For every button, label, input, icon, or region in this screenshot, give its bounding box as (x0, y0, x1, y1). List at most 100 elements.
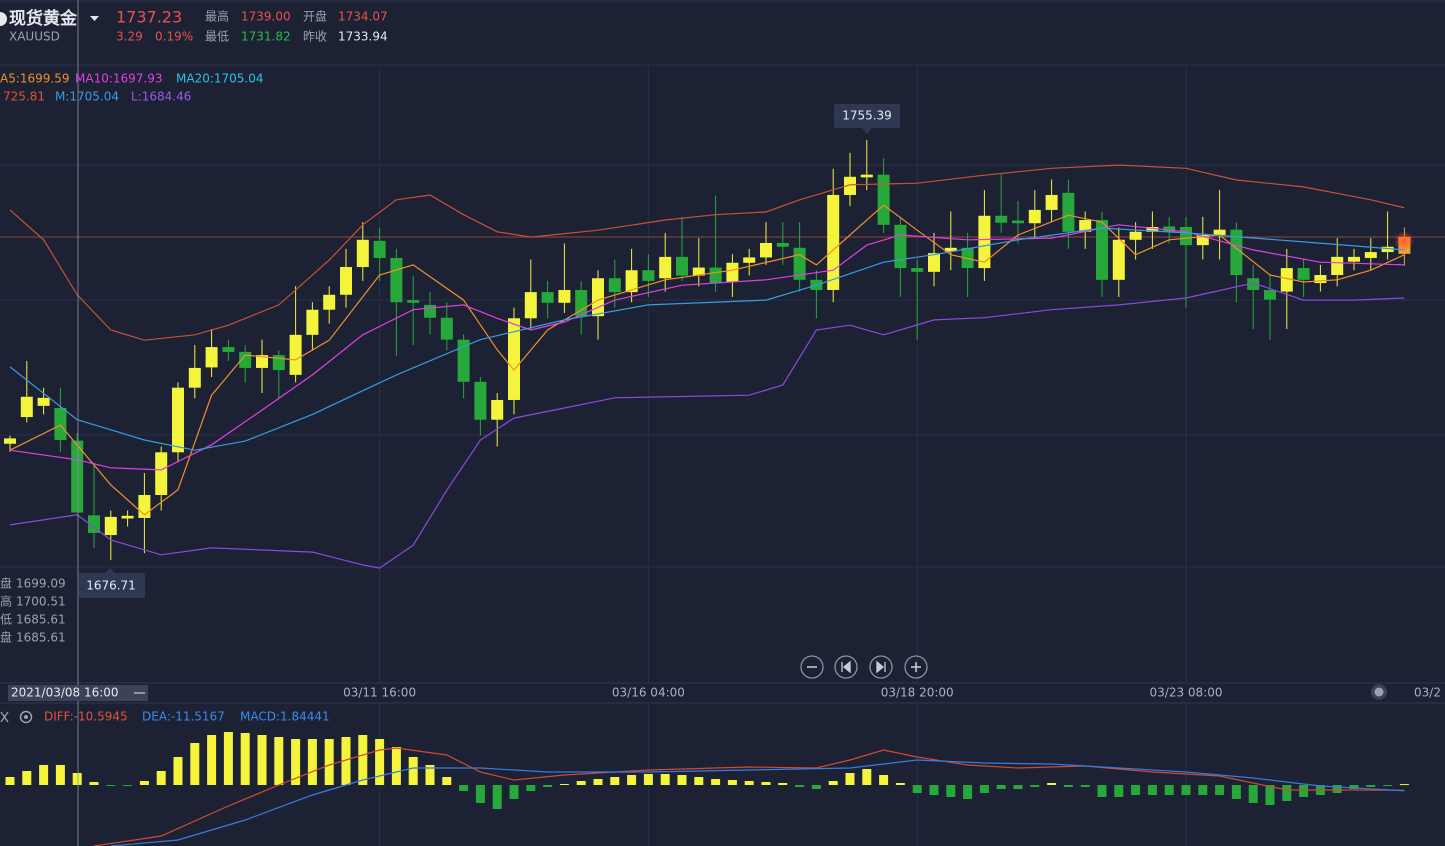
macd-bar (173, 757, 183, 785)
candle-body (1264, 289, 1276, 300)
indicator-legend: DIFF:-10.5945 (44, 710, 128, 724)
crosshair-field: 高 (0, 594, 12, 609)
crosshair-field: 盘 (0, 630, 12, 645)
price-change-pct: 0.19% (155, 30, 193, 44)
candle-body (625, 270, 638, 293)
indicator-line (9, 224, 1405, 471)
macd-bar (744, 781, 754, 785)
candle-body (928, 253, 940, 272)
crosshair-label: 2021/03/08 16:00 (11, 686, 119, 700)
candle-body (1314, 275, 1327, 284)
dropdown-arrow[interactable] (90, 16, 99, 21)
crosshair-field: 低 (0, 613, 12, 627)
macd-bar (795, 785, 805, 787)
macd-bar (492, 785, 502, 809)
macd-bar (643, 774, 653, 785)
candle-body (491, 399, 504, 420)
candle-body (1247, 278, 1260, 290)
macd-bar (55, 765, 65, 785)
candle-body (659, 256, 672, 279)
macd-bar (1181, 785, 1191, 795)
low-tooltip-box (79, 573, 145, 598)
macd-bar (425, 765, 435, 785)
macd-bar (1383, 785, 1393, 786)
x-tick-label: 03/2 (1414, 686, 1441, 700)
candle-body (1112, 239, 1125, 280)
macd-bar (1047, 783, 1057, 785)
candle-body (390, 257, 403, 303)
candle-body (1079, 220, 1092, 232)
indicator-legend: L:1684.46 (131, 90, 191, 104)
candle-body (776, 243, 789, 247)
candle-body (692, 267, 705, 276)
macd-bar (1114, 785, 1124, 797)
macd-bar (1080, 785, 1090, 787)
macd-bar (660, 774, 670, 785)
macd-bar (341, 737, 351, 785)
indicator-legend: 725.81 (3, 90, 45, 104)
candle-body (844, 176, 856, 195)
scroll-start-button[interactable] (834, 655, 858, 679)
high-value: 1739.00 (241, 10, 291, 24)
candle-body (508, 318, 520, 400)
candle-body (978, 215, 991, 269)
macd-bar (711, 779, 721, 785)
close-panel-icon[interactable] (0, 711, 9, 723)
macd-bar (979, 785, 989, 793)
symbol-name[interactable]: 现货黄金 (9, 8, 78, 29)
macd-bar (963, 785, 973, 799)
indicator-legend: DEA:-11.5167 (142, 710, 225, 724)
zoom-in-button[interactable] (904, 655, 928, 679)
zoom-out-button[interactable] (800, 655, 824, 679)
macd-bar (828, 781, 838, 785)
symbol-icon[interactable] (0, 12, 7, 26)
candle-body (188, 367, 201, 388)
candle-body (1364, 252, 1377, 258)
candle-body (1348, 256, 1360, 262)
macd-bar (72, 773, 82, 785)
candle-body (877, 174, 890, 225)
scroll-end-button[interactable] (869, 655, 893, 679)
macd-bar (610, 777, 620, 785)
macd-bar (207, 735, 217, 785)
crosshair-value: 1699.09 (16, 577, 66, 591)
macd-bar (1231, 785, 1241, 799)
candle-body (1280, 268, 1293, 292)
candle-body (1129, 231, 1142, 240)
candle-body (592, 278, 604, 317)
candle-body (71, 440, 84, 513)
candle-body (827, 194, 840, 290)
candle-body (172, 387, 184, 453)
candle-body (1297, 268, 1310, 280)
macd-bar (946, 785, 956, 797)
last-price: 1737.23 (116, 8, 182, 27)
tooltip-pointer (105, 567, 115, 573)
scroll-handle[interactable] (1371, 684, 1387, 700)
macd-bar (1215, 785, 1225, 795)
indicator-line (9, 204, 1405, 516)
candle-body (1381, 246, 1394, 253)
candle-body (524, 292, 537, 319)
candle-body (860, 174, 873, 178)
macd-bar (139, 781, 149, 785)
macd-bar (89, 782, 99, 785)
macd-bar (929, 785, 939, 795)
candle-body (407, 300, 420, 303)
macd-bar (291, 739, 301, 785)
candle-body (1180, 226, 1192, 246)
candle-body (256, 355, 268, 368)
candle-body (37, 397, 50, 406)
settings-icon[interactable] (19, 710, 33, 724)
candle-body (373, 240, 386, 258)
candle-body (474, 381, 487, 420)
crosshair-label-box (8, 685, 148, 701)
candle-body (1096, 220, 1108, 280)
candle-body (306, 309, 319, 335)
macd-bar (895, 783, 905, 785)
candle-body (340, 267, 352, 295)
candle-body (289, 334, 302, 375)
macd-bar (5, 777, 15, 785)
macd-bar (156, 771, 166, 785)
candle-body (457, 339, 470, 382)
